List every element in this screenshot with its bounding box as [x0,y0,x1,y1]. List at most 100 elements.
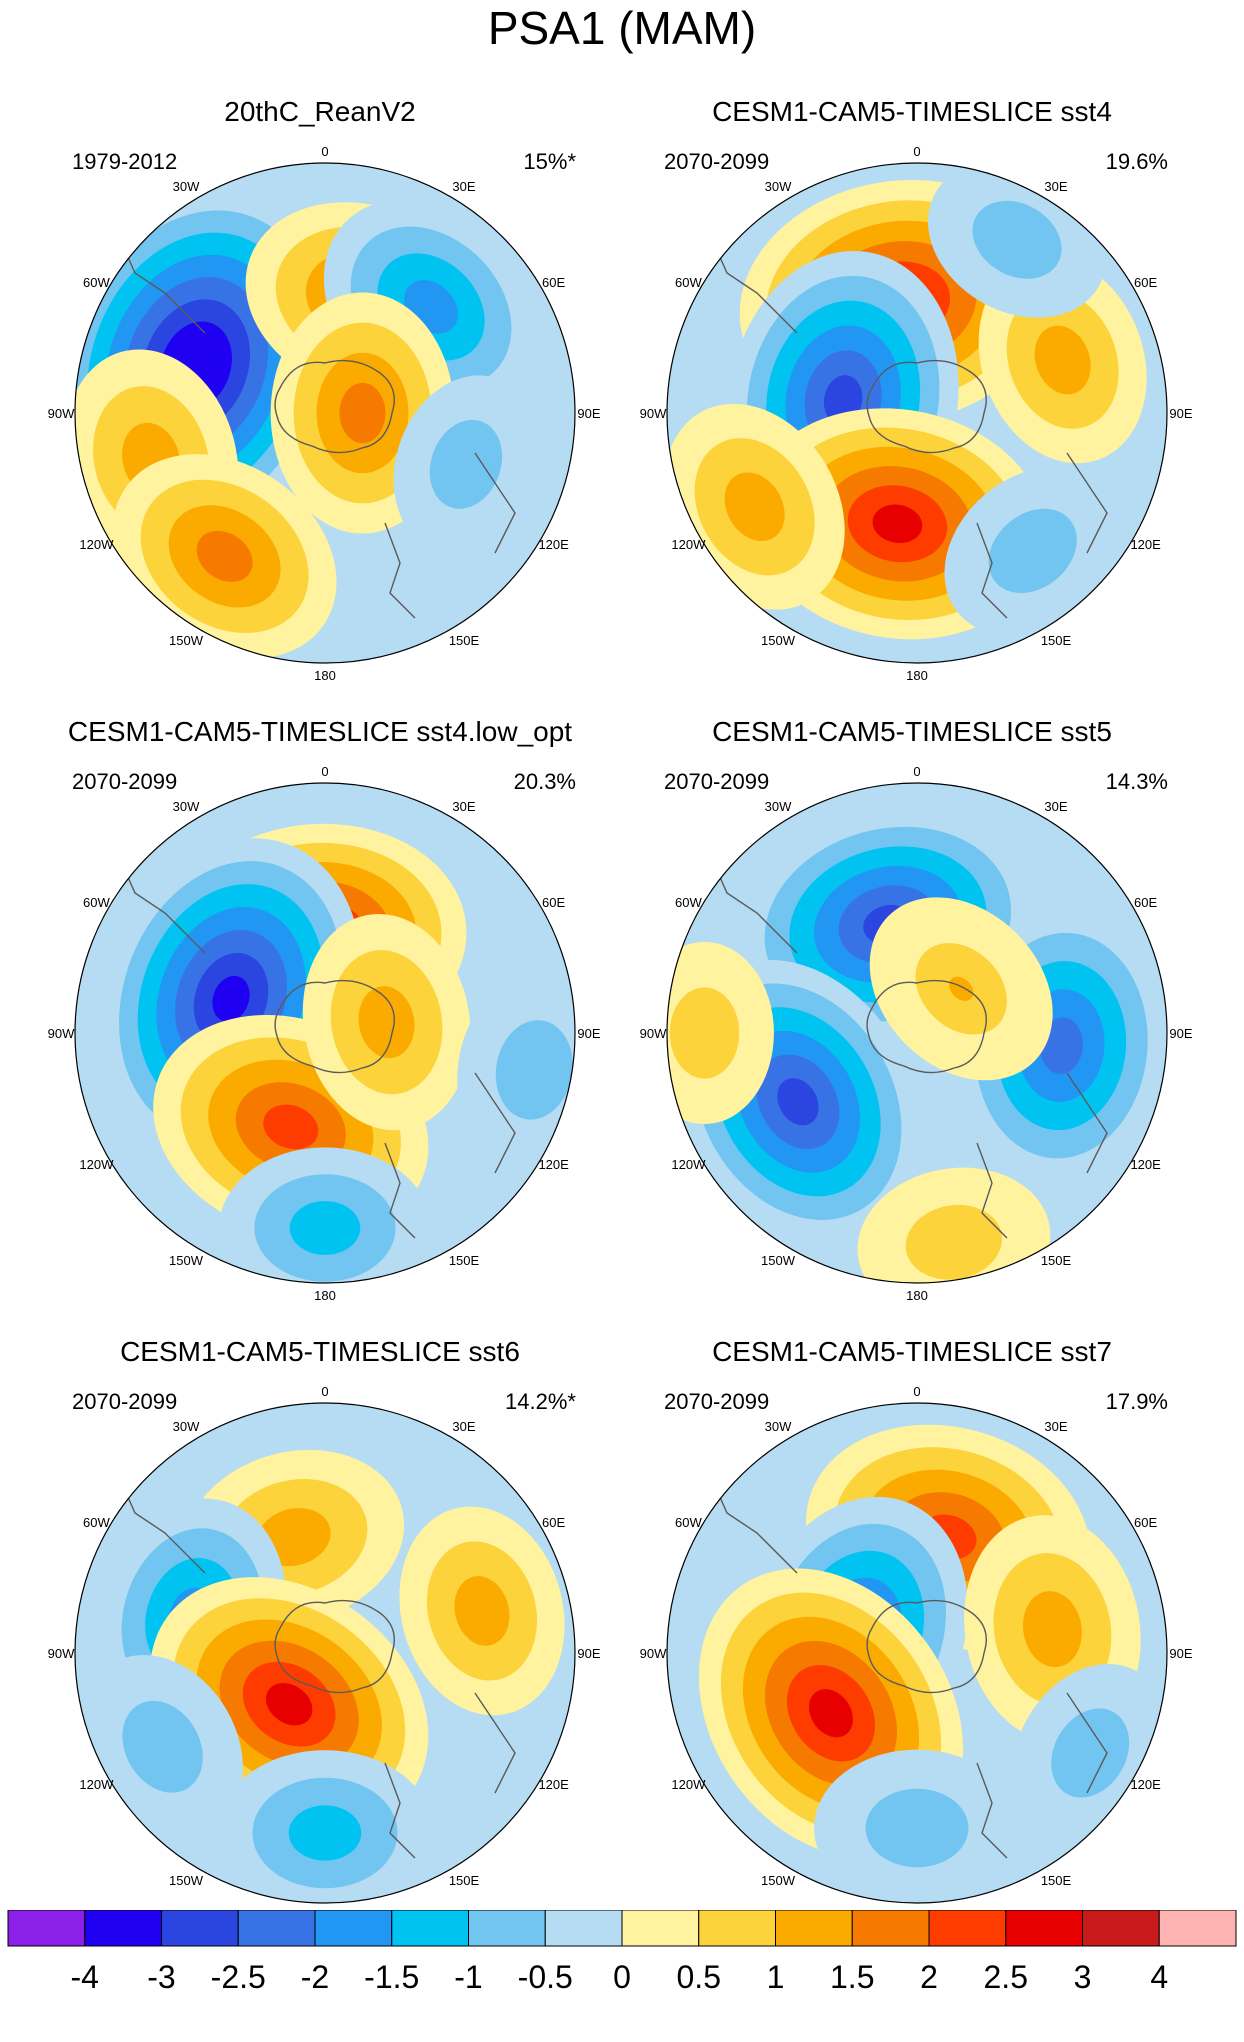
anomaly-core [376,1008,397,1037]
lon-label: 90W [48,1026,75,1041]
anomaly-core [211,544,238,568]
anomaly-core [743,493,766,520]
lon-label: 60W [83,275,110,290]
lon-label: 120W [79,1777,114,1792]
map-boundary [74,1402,576,1904]
colorbar-swatch [161,1910,239,1947]
map-panel: CESM1-CAM5-TIMESLICE sst4 2070-2099 19.6% 0… [612,95,1212,715]
coastline [706,847,1108,1239]
anomaly-core [220,985,242,1013]
lon-label: 150E [1041,1253,1072,1268]
anomaly-core [151,1733,174,1760]
lon-label: 60E [542,1515,565,1530]
map-boundary [74,782,576,1284]
colorbar-swatch [775,1910,853,1947]
anomaly-core [903,1818,931,1838]
lon-label: 30E [452,179,475,194]
lon-label: 150W [169,1873,204,1888]
colorbar-swatch [928,1910,1007,1947]
lon-label: 90W [640,406,667,421]
lon-label: 150E [1041,633,1072,648]
anomaly-core [311,1218,339,1238]
lon-label: 0 [321,1384,328,1399]
anomaly-core [418,294,444,320]
panel-title: CESM1-CAM5-TIMESLICE sst5 [712,716,1112,747]
colorbar-swatch [1082,1910,1160,1947]
lon-label: 120E [538,1157,569,1172]
anomaly-core [883,513,912,534]
lon-label: 60E [1134,275,1157,290]
lon-label: 60W [675,1515,702,1530]
lon-label: 120W [79,1157,114,1172]
colorbar-tick-label: 1.5 [830,1959,874,1995]
lon-label: 150E [449,1253,480,1268]
lon-label: 90E [1169,1646,1192,1661]
panel-period: 2070-2099 [72,769,178,794]
colorbar-swatch [698,1910,776,1947]
lon-label: 0 [321,764,328,779]
colorbar-swatch [7,1910,86,1947]
map-boundary [666,162,1168,664]
lon-label: 150E [449,1873,480,1888]
lon-label: 120W [671,537,706,552]
lon-label: 30E [1044,1419,1067,1434]
map-boundary [74,162,576,664]
lon-label: 60W [675,275,702,290]
panel-variance: 14.2%* [505,1389,576,1414]
anomaly-core [694,1019,715,1047]
lon-label: 90W [48,1646,75,1661]
lon-label: 60E [542,275,565,290]
panel-variance: 17.9% [1105,1389,1168,1414]
panel-title: CESM1-CAM5-TIMESLICE sst4.low_opt [67,716,573,747]
lon-label: 90W [48,406,75,421]
lon-label: 120W [671,1777,706,1792]
panel-title: CESM1-CAM5-TIMESLICE sst6 [120,1336,520,1367]
colorbar-swatch [851,1910,930,1947]
lon-label: 90E [577,1026,600,1041]
lon-label: 120E [1130,537,1161,552]
lon-label: 30E [1044,179,1067,194]
colorbar-swatch [468,1910,546,1947]
colorbar-tick-label: 1 [767,1959,785,1995]
map-panel: CESM1-CAM5-TIMESLICE sst7 2070-2099 17.9% 0… [612,1335,1212,1955]
panel-title: CESM1-CAM5-TIMESLICE sst7 [712,1336,1112,1367]
panel-period: 2070-2099 [664,149,770,174]
colorbar: -4 -3 -2.5 -2 -1.5 -1 -0.5 0 0.5 1 1.5 2 2.5 3 4 [7,1910,1237,1995]
anomaly-core [311,1823,339,1843]
anomaly-core [277,1116,305,1138]
lon-label: 0 [913,764,920,779]
coastline [706,1467,1108,1859]
lon-label: 150W [761,633,796,648]
lon-label: 120E [538,537,569,552]
colorbar-tick-label: 3 [1074,1959,1092,1995]
colorbar-swatch [621,1910,700,1947]
lon-label: 180 [314,668,336,683]
map-panel: CESM1-CAM5-TIMESLICE sst4.low_opt 2070-20… [20,715,620,1335]
lon-label: 90E [577,1646,600,1661]
lon-label: 150E [1041,1873,1072,1888]
lon-label: 120W [671,1157,706,1172]
colorbar-tick-label: 2 [920,1959,938,1995]
lon-label: 30W [765,799,792,814]
panel-variance: 20.3% [513,769,576,794]
panel-variance: 14.3% [1105,769,1168,794]
colorbar-tick-label: 0.5 [677,1959,721,1995]
colorbar-tick-label: 4 [1150,1959,1168,1995]
panel-variance: 15%* [523,149,576,174]
lon-label: 0 [913,1384,920,1399]
panel-period: 2070-2099 [664,769,770,794]
colorbar-tick-label: -2 [301,1959,329,1995]
lon-label: 120E [538,1777,569,1792]
anomaly-core [1052,346,1074,374]
anomaly-core [1079,1739,1102,1767]
map-panel: 20thC_ReanV2 1979-2012 15%* 0 30E 60E 90E 120E 1… [20,95,620,715]
lon-label: 60E [1134,895,1157,910]
anomaly-core [940,1232,968,1253]
panel-period: 2070-2099 [664,1389,770,1414]
colorbar-tick-label: -0.5 [518,1959,573,1995]
